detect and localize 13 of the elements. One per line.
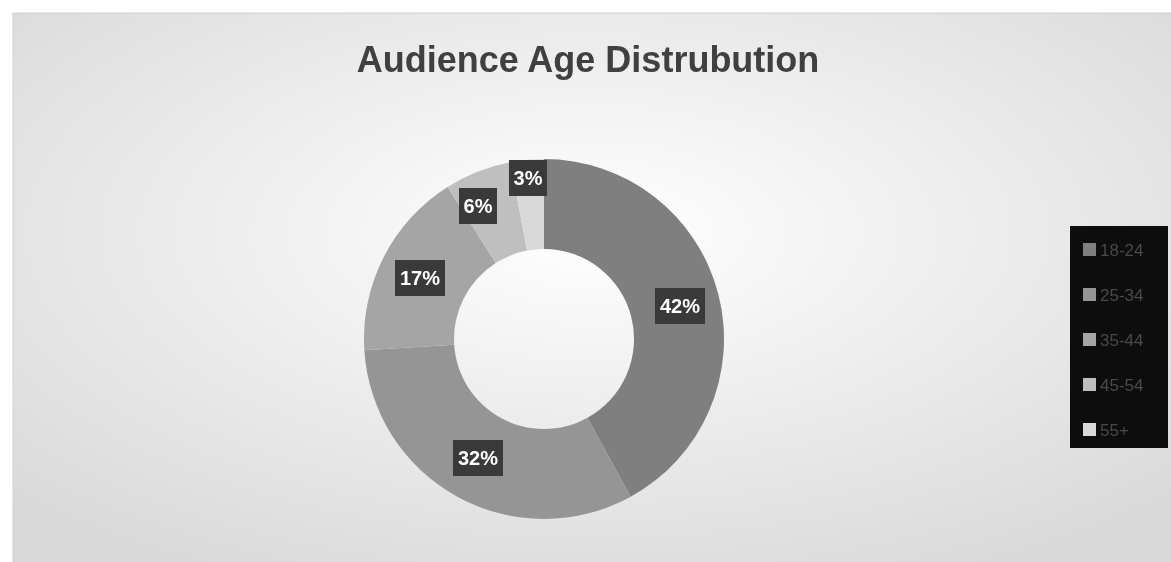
data-label: 32% [457,447,499,469]
legend-label: 25-34 [1100,286,1144,305]
legend-label: 35-44 [1100,331,1144,350]
legend-label: 45-54 [1100,376,1144,395]
chart-title: Audience Age Distrubution [356,39,820,80]
donut-slice [544,159,724,497]
legend-label: 18-24 [1100,241,1144,260]
data-label: 42% [659,295,701,317]
data-label: 3% [513,167,543,189]
data-label: 17% [399,267,441,289]
legend-label: 55+ [1100,421,1129,440]
data-label: 6% [463,195,493,217]
donut-slice [364,344,631,519]
